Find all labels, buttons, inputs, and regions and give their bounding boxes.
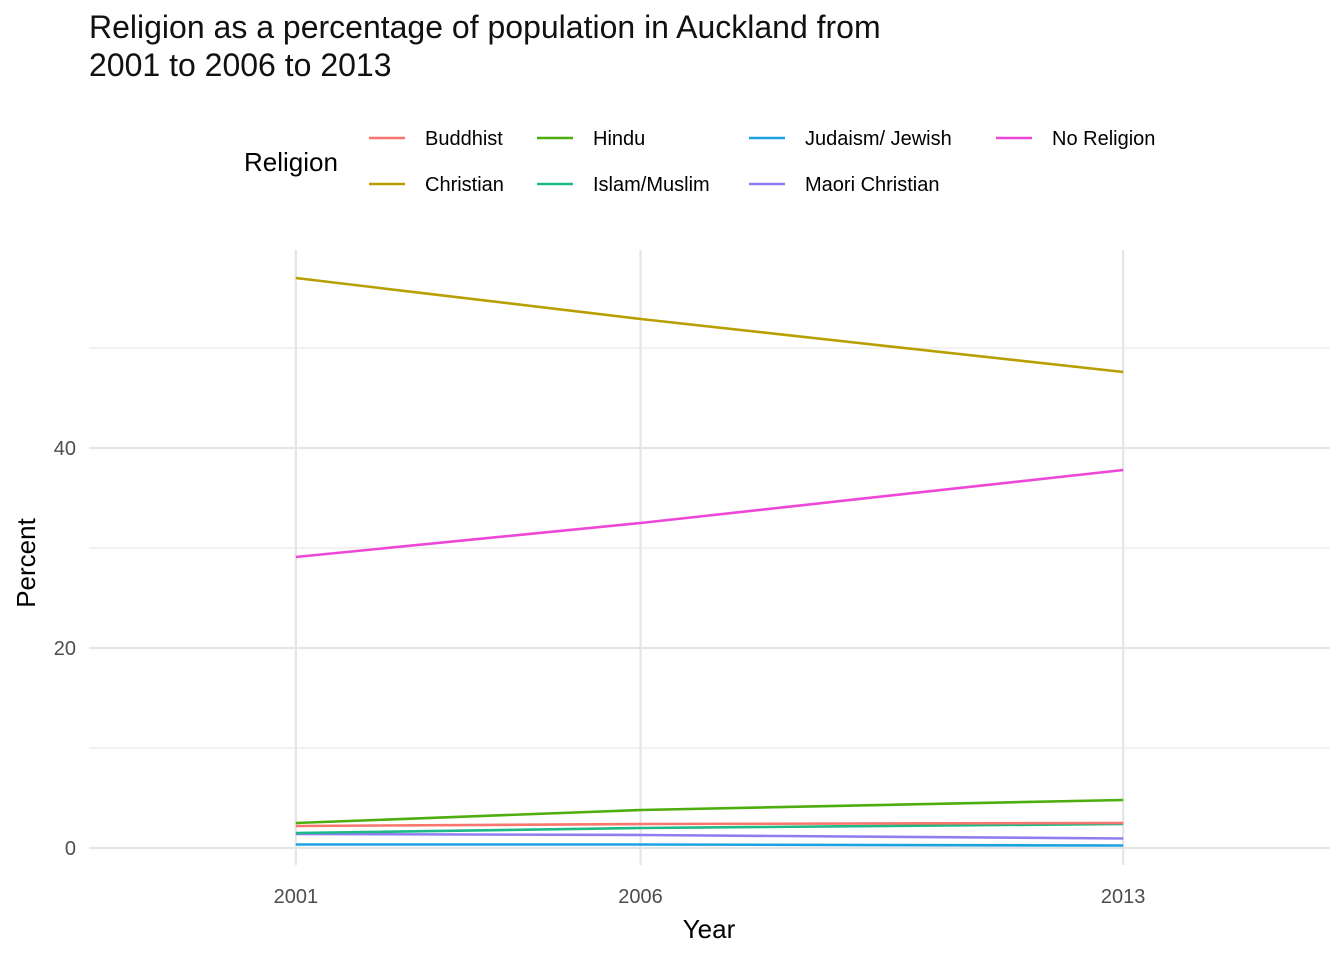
y-tick-label: 0	[65, 838, 76, 860]
series-line-buddhist	[295, 821, 1124, 828]
legend-label: Christian	[425, 174, 504, 196]
y-tick-label: 40	[54, 438, 76, 460]
series-line-hindu	[295, 798, 1124, 825]
y-axis-title: Percent	[11, 517, 41, 607]
x-tick-label: 2013	[1101, 886, 1146, 908]
series-line-christian	[295, 276, 1124, 374]
series-line-islam-muslim	[295, 822, 1124, 835]
chart-title-line-2: 2001 to 2006 to 2013	[89, 47, 392, 83]
legend-title: Religion	[244, 147, 338, 177]
series-line-maori-christian	[295, 832, 1124, 840]
legend-label: Maori Christian	[805, 174, 939, 196]
legend-label: Judaism/ Jewish	[805, 128, 952, 150]
series-line-no-religion	[295, 468, 1124, 559]
chart-title: Religion as a percentage of population i…	[89, 8, 1289, 84]
x-axis-title: Year	[683, 914, 736, 944]
y-tick-label: 20	[54, 638, 76, 660]
series-line-judaism-jewish	[295, 843, 1124, 847]
legend-label: Buddhist	[425, 128, 503, 150]
legend-label: No Religion	[1052, 128, 1155, 150]
chart-title-line-1: Religion as a percentage of population i…	[89, 9, 881, 45]
x-tick-label: 2006	[618, 886, 663, 908]
legend-label: Hindu	[593, 128, 645, 150]
x-tick-label: 2001	[274, 886, 319, 908]
legend-label: Islam/Muslim	[593, 174, 710, 196]
